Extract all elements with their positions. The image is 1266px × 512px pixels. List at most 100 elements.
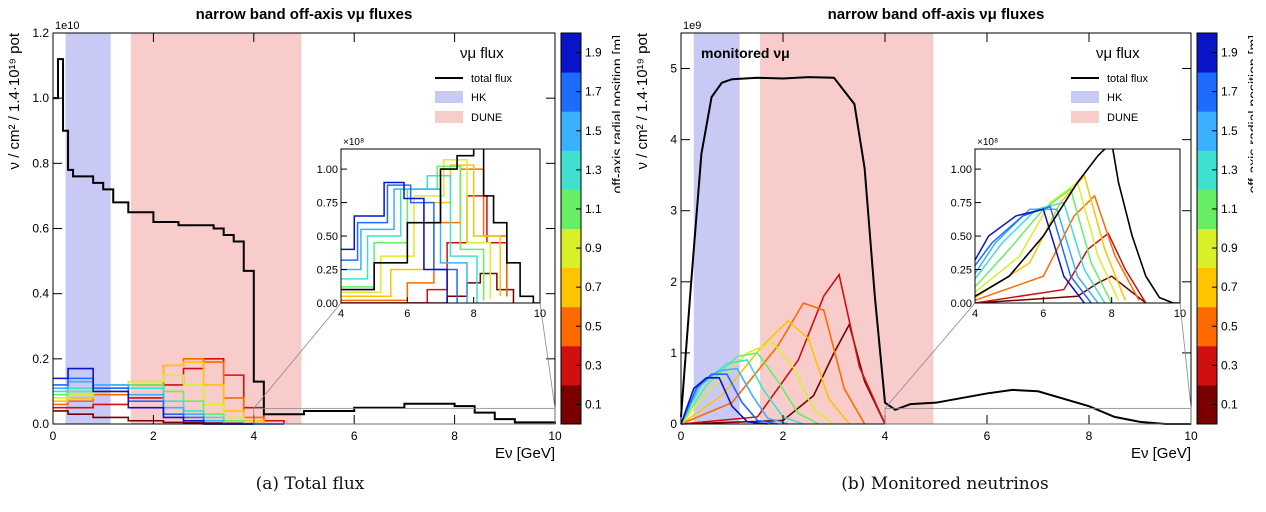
x-tick-label: 6 xyxy=(984,429,991,443)
zoom-region xyxy=(884,407,1192,425)
colorbar-segment xyxy=(561,189,581,229)
colorbar-tick-label: 0.5 xyxy=(585,319,602,333)
legend-header: νμ flux xyxy=(1096,45,1140,62)
colorbar-segment xyxy=(561,228,581,269)
legend-hk-label: HK xyxy=(1107,92,1123,104)
colorbar-tick-label: 1.9 xyxy=(1221,46,1238,60)
series-line-r-0-9 xyxy=(53,374,284,425)
colorbar-segment xyxy=(561,150,581,190)
series-line-r-1-7 xyxy=(680,373,779,425)
inset-x-tick-label: 6 xyxy=(404,308,410,320)
chart-b-svg: 0 2 4 6 8 10 0 1 2 3 4 5 1e9 narrow band off-axis νμ … xyxy=(634,6,1261,462)
inset-series-line-r-0-9 xyxy=(975,181,1120,301)
y-tick-label: 0.6 xyxy=(32,222,49,236)
y-tick-label: 0.2 xyxy=(32,352,49,366)
inset-series-line-r-1-5 xyxy=(341,188,468,303)
colorbar-tick-label: 0.7 xyxy=(1221,280,1238,294)
colorbar-tick-label: 1.3 xyxy=(585,163,602,177)
x-tick-label: 8 xyxy=(1086,429,1093,443)
inset-series-line-r-0-3 xyxy=(975,232,1147,303)
total-flux-line xyxy=(680,76,1191,425)
inset-y-tick-label: 1.00 xyxy=(951,164,972,176)
inset-series-line-r-1-9 xyxy=(975,208,1085,303)
colorbar-tick-label: 1.7 xyxy=(585,85,602,99)
y-exponent: 1e10 xyxy=(55,20,79,32)
series-line-r-1-1 xyxy=(680,352,820,425)
legend-dune-label: DUNE xyxy=(1107,112,1138,124)
x-tick-label: 6 xyxy=(351,429,358,443)
legend-total-label: total flux xyxy=(471,73,512,85)
colorbar-tick-label: 1.3 xyxy=(1221,163,1238,177)
legend-dune-swatch xyxy=(435,111,463,123)
series-line-r-0-3 xyxy=(680,272,886,425)
y-tick-label: 0 xyxy=(670,417,677,431)
colorbar-segment xyxy=(1197,111,1217,151)
inset-x-tick-label: 4 xyxy=(338,308,344,320)
x-tick-label: 0 xyxy=(50,429,57,443)
inset-x-tick-label: 6 xyxy=(1040,308,1046,320)
colorbar-tick-label: 0.9 xyxy=(1221,241,1238,255)
y-tick-label: 4 xyxy=(670,133,677,147)
x-tick-label: 2 xyxy=(150,429,157,443)
colorbar-segment xyxy=(1197,33,1217,73)
inset-x-tick-label: 8 xyxy=(471,308,477,320)
x-tick-label: 8 xyxy=(451,429,458,443)
y-tick-label: 1 xyxy=(670,346,677,360)
legend-dune-swatch xyxy=(1071,111,1099,123)
inset-series-line-r-1-1 xyxy=(975,187,1113,303)
y-exponent: 1e9 xyxy=(683,20,701,32)
inset-plot xyxy=(975,149,1180,303)
colorbar-segment xyxy=(561,345,581,386)
y-tick-label: 0.4 xyxy=(32,287,49,301)
inset-y-tick-label: 0.00 xyxy=(317,298,338,310)
inset-x-tick-label: 8 xyxy=(1109,308,1115,320)
zoom-guide-line xyxy=(884,302,976,409)
legend-header: νμ flux xyxy=(460,45,504,62)
colorbar-tick-label: 0.7 xyxy=(585,280,602,294)
x-tick-label: 10 xyxy=(1184,429,1198,443)
series-line-r-1-9 xyxy=(680,376,768,425)
colorbar-frame xyxy=(1196,32,1218,425)
y-tick-label: 0.0 xyxy=(32,417,49,431)
colorbar-segment xyxy=(1197,267,1217,308)
x-tick-label: 0 xyxy=(678,429,685,443)
colorbar-segment xyxy=(561,33,581,73)
x-axis-label: Eν [GeV] xyxy=(495,445,555,462)
colorbar-segment xyxy=(1197,345,1217,386)
colorbar-tick-label: 0.3 xyxy=(585,358,602,372)
inset-frame xyxy=(340,148,541,304)
legend-hk-label: HK xyxy=(471,92,487,104)
inset-y-tick-label: 0.00 xyxy=(951,298,972,310)
colorbar-segment xyxy=(561,306,581,347)
band-hk xyxy=(65,33,111,424)
inset-exponent: ×10⁸ xyxy=(343,137,364,148)
y-tick-label: 2 xyxy=(670,275,677,289)
inset-x-tick-label: 10 xyxy=(534,308,546,320)
series-line-r-0-9 xyxy=(680,341,835,425)
inset-y-tick-label: 1.00 xyxy=(317,164,338,176)
inset-total-flux-line xyxy=(341,149,540,303)
inset-background xyxy=(975,149,1180,303)
colorbar-segment xyxy=(561,72,581,112)
y-axis-label: ν / cm² / 1.4·10¹⁹ pot xyxy=(6,32,23,169)
colorbar-tick-label: 1.1 xyxy=(1221,202,1238,216)
inset-plot xyxy=(341,149,540,303)
inset-x-tick-label: 10 xyxy=(1174,308,1186,320)
x-tick-label: 4 xyxy=(882,429,889,443)
colorbar-tick-label: 0.5 xyxy=(1221,319,1238,333)
y-tick-label: 3 xyxy=(670,204,677,218)
inset-exponent: ×10⁸ xyxy=(977,137,998,148)
colorbar-tick-label: 0.3 xyxy=(1221,358,1238,372)
colorbar-segment xyxy=(1197,306,1217,347)
colorbar-tick-label: 1.9 xyxy=(585,46,602,60)
colorbar-segment xyxy=(561,111,581,151)
colorbar-segment xyxy=(561,384,581,425)
x-tick-label: 4 xyxy=(250,429,257,443)
inset-y-tick-label: 0.75 xyxy=(951,198,972,210)
zoom-region xyxy=(253,407,556,425)
band-hk xyxy=(693,33,740,424)
colorbar-tick-label: 0.9 xyxy=(585,241,602,255)
chart-title: narrow band off-axis νμ fluxes xyxy=(828,6,1045,23)
y-tick-label: 1.0 xyxy=(32,91,49,105)
y-axis-label: ν / cm² / 1.4·10¹⁹ pot xyxy=(634,32,651,169)
